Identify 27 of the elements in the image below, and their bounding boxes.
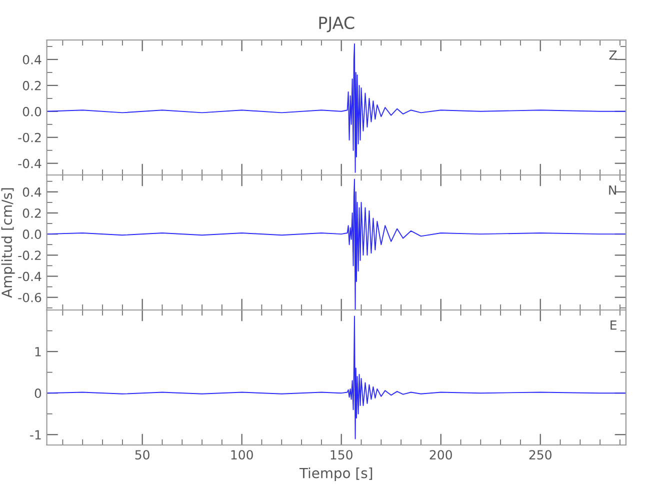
line-series [46, 316, 626, 440]
x-tick-label: 250 [529, 450, 552, 460]
y-tick-label: 0.4 [22, 187, 42, 197]
y-tick-label: 0.2 [22, 80, 41, 90]
x-axis-title: Tiempo [s] [299, 468, 372, 481]
y-tick-label: 0.2 [22, 208, 41, 218]
annotation: E [610, 320, 616, 330]
y-tick-label: -1 [30, 430, 41, 440]
y-tick-label: -0.2 [18, 132, 41, 142]
y-axis-title: Amplitud [cm/s] [1, 188, 15, 298]
x-tick-label: 100 [231, 450, 253, 460]
y-tick-label: -0.4 [18, 158, 42, 168]
y-tick-label: 0.0 [22, 106, 42, 116]
y-tick-label: -0.2 [18, 250, 41, 260]
annotation: N [609, 186, 616, 195]
y-tick-label: -0.4 [18, 272, 42, 282]
y-tick-label: 0.4 [22, 54, 42, 64]
y-tick-label: 1 [35, 347, 41, 356]
x-tick-label: 200 [430, 450, 452, 460]
chart-title: PJAC [319, 16, 354, 32]
annotation: Z [609, 50, 617, 60]
y-tick-label: -0.6 [18, 292, 42, 302]
y-tick-label: 0 [34, 388, 42, 398]
y-tick-label: 0.0 [22, 230, 42, 239]
x-tick-label: 150 [330, 450, 352, 460]
x-tick-label: 50 [135, 450, 150, 460]
line-series [46, 43, 626, 173]
